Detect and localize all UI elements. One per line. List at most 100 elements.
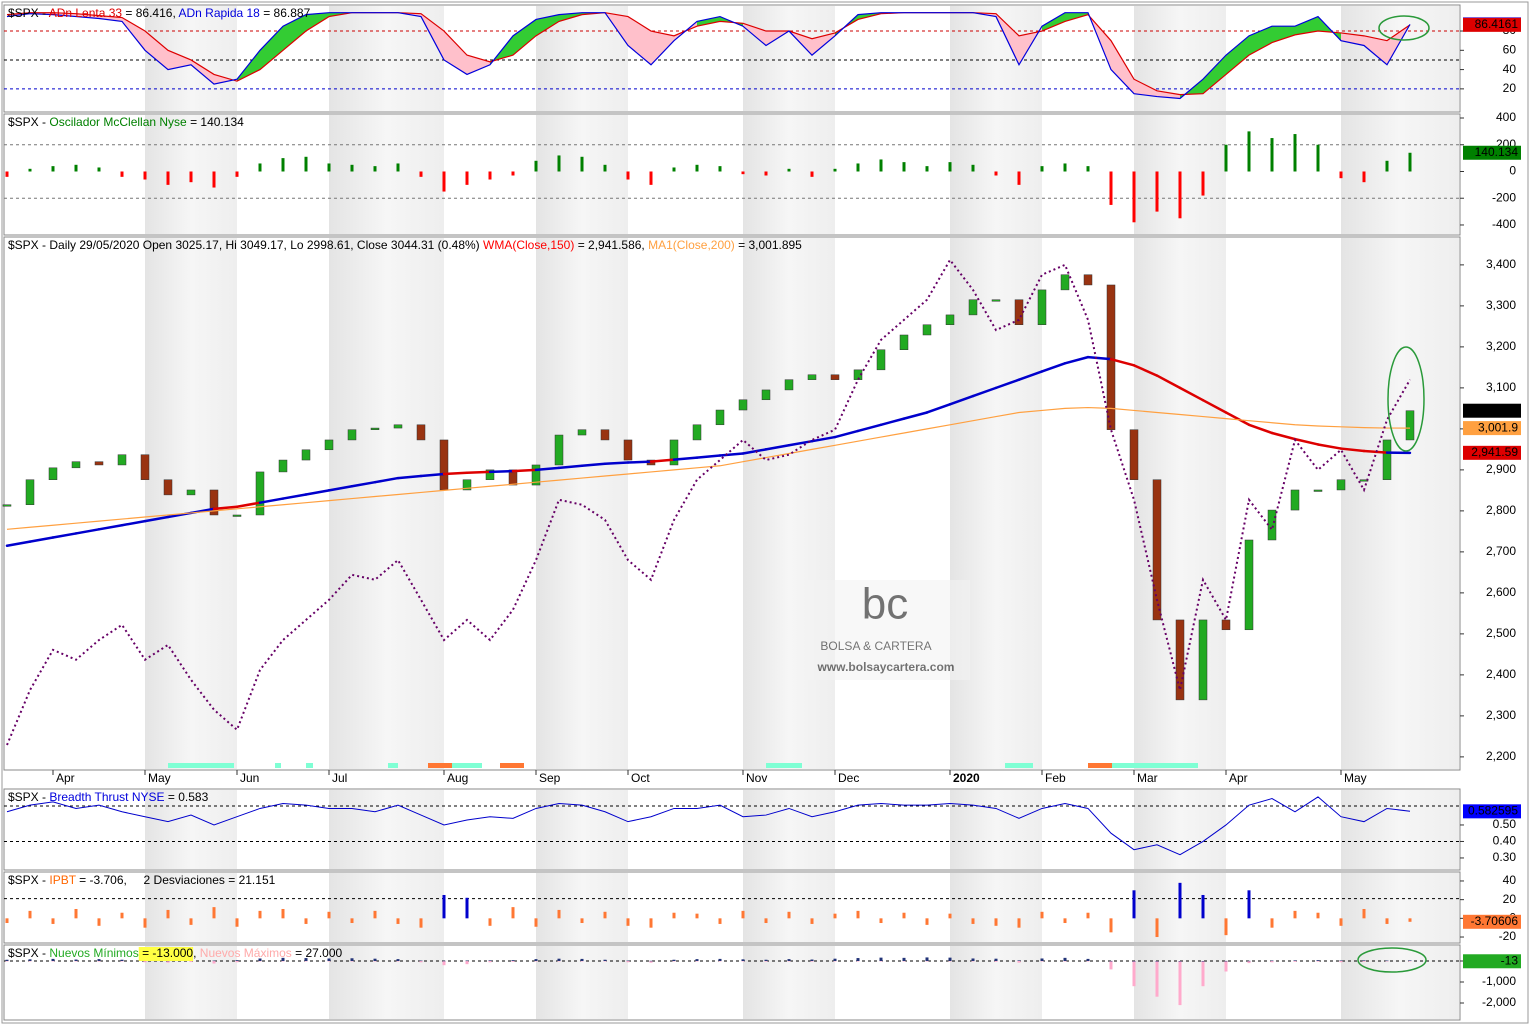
- bar: [166, 960, 170, 963]
- bar: [488, 171, 492, 180]
- strip: [1005, 763, 1033, 768]
- bar: [465, 171, 469, 185]
- line-segment: [1086, 355, 1113, 361]
- bar: [948, 960, 952, 962]
- candle: [1382, 439, 1392, 480]
- bar: [327, 960, 331, 962]
- bar: [1109, 960, 1113, 962]
- x-tick-label: Jul: [332, 771, 347, 785]
- y-tick-label: 2,500: [1486, 626, 1516, 640]
- value-label-box: [1463, 17, 1521, 32]
- fill-band: [306, 12, 329, 32]
- bar: [1270, 138, 1274, 172]
- bar: [879, 957, 883, 961]
- y-tick-label: 2,400: [1486, 667, 1516, 681]
- line-segment: [879, 417, 906, 427]
- line-segment: [1362, 449, 1389, 454]
- candle: [922, 324, 932, 336]
- line-segment: [718, 452, 745, 457]
- bar: [5, 171, 9, 177]
- bar: [373, 166, 377, 172]
- bar: [74, 908, 78, 919]
- line-segment: [28, 536, 55, 543]
- bar: [5, 960, 9, 962]
- plots: 20406080$SPX - ADn Lenta 33 = 86.416, AD…: [2, 4, 1521, 1021]
- bar: [1063, 960, 1067, 962]
- bar: [1040, 958, 1044, 961]
- header-part: WMA(Close,150): [483, 238, 574, 252]
- bar: [1247, 960, 1251, 964]
- y-tick-label: -400: [1492, 217, 1516, 231]
- line-segment: [626, 460, 653, 464]
- candle: [554, 434, 564, 466]
- bar: [1063, 957, 1067, 961]
- bar: [580, 918, 584, 924]
- line-segment: [419, 472, 446, 478]
- bar: [1132, 960, 1136, 962]
- candle: [1037, 289, 1047, 325]
- header-part: Nuevos Mínimos: [49, 946, 138, 960]
- bar: [1155, 918, 1159, 938]
- value-label-box: [1463, 145, 1521, 160]
- bar: [902, 957, 906, 961]
- bar: [649, 918, 653, 928]
- fill-band: [1042, 12, 1065, 32]
- bar: [281, 158, 285, 172]
- line-segment: [1247, 423, 1274, 435]
- candle: [462, 479, 472, 491]
- month-band: [145, 238, 237, 769]
- bar: [166, 909, 170, 919]
- bar: [1178, 960, 1182, 1006]
- bar: [1040, 166, 1044, 172]
- bar: [97, 960, 101, 962]
- bar: [902, 162, 906, 172]
- bar: [626, 960, 630, 963]
- watermark-name: BOLSA & CARTERA: [820, 639, 931, 653]
- bar: [534, 960, 538, 962]
- bar: [212, 960, 216, 962]
- x-tick-label: Dec: [838, 771, 859, 785]
- bar: [925, 957, 929, 961]
- bar: [258, 958, 262, 961]
- x-tick-label: Apr: [56, 771, 75, 785]
- bar: [304, 918, 308, 924]
- bar: [741, 960, 745, 962]
- bar: [695, 164, 699, 172]
- bar: [1293, 960, 1297, 962]
- y-tick-label: 0.50: [1493, 817, 1517, 831]
- header-part: $SPX -: [8, 6, 49, 20]
- candle: [416, 424, 426, 441]
- bar: [994, 171, 998, 176]
- bar: [1385, 918, 1389, 924]
- value-label: 86.4161: [1475, 17, 1519, 31]
- y-tick-label: 2,800: [1486, 503, 1516, 517]
- header-part: ,: [193, 946, 200, 960]
- line: [6, 796, 1411, 856]
- line-segment: [741, 448, 768, 455]
- candle: [209, 489, 219, 516]
- candle: [991, 299, 1001, 302]
- bar: [419, 171, 423, 177]
- bar: [971, 918, 975, 924]
- fill-band: [260, 26, 283, 70]
- value-label: -13: [1501, 953, 1519, 967]
- panel-header: $SPX - ADn Lenta 33 = 86.416, ADn Rapida…: [8, 6, 311, 20]
- header-part: = 86.887: [260, 6, 311, 20]
- candle: [1060, 274, 1070, 291]
- bar: [350, 960, 354, 962]
- value-label: 3,001.9: [1478, 420, 1518, 434]
- candle: [1313, 489, 1323, 492]
- bar: [741, 171, 745, 175]
- bar: [304, 156, 308, 172]
- line-segment: [902, 411, 929, 420]
- bar: [396, 959, 400, 961]
- bar: [1293, 134, 1297, 172]
- y-tick-label: 20: [1503, 892, 1517, 906]
- value-label: 2,941.59: [1471, 445, 1518, 459]
- fill-band: [191, 59, 214, 85]
- bar: [534, 160, 538, 172]
- fill-band: [1364, 35, 1387, 65]
- bar: [1293, 910, 1297, 919]
- y-tick-label: -200: [1492, 190, 1516, 204]
